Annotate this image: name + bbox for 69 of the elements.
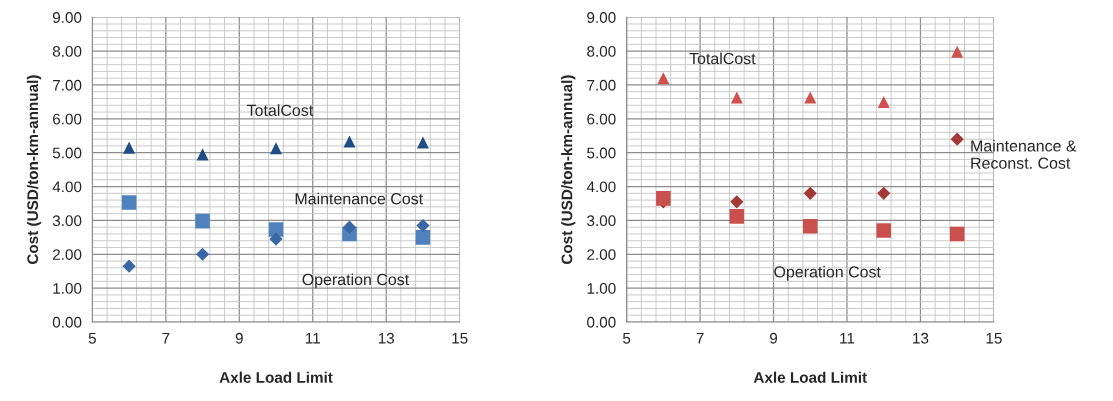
x-tick-label: 9 bbox=[770, 332, 778, 344]
point bbox=[416, 218, 430, 233]
y-tick-label: 4.00 bbox=[52, 181, 82, 193]
x-tick-label: 13 bbox=[378, 332, 395, 344]
y-tick-label: 0.00 bbox=[587, 316, 616, 328]
point bbox=[121, 195, 137, 210]
y-tick-label: 1.00 bbox=[587, 283, 616, 294]
y-axis-title: Cost (USD/ton-km-annual) bbox=[26, 75, 42, 265]
x-tick-label: 5 bbox=[88, 332, 96, 344]
y-tick-label: 3.00 bbox=[52, 215, 82, 227]
point bbox=[730, 91, 743, 104]
x-tick-label: 7 bbox=[162, 332, 170, 344]
x-tick-label: 15 bbox=[986, 332, 1002, 344]
point bbox=[196, 148, 209, 161]
y-tick-label: 9.00 bbox=[52, 12, 82, 23]
y-tick-label: 3.00 bbox=[587, 215, 616, 227]
point bbox=[122, 259, 136, 273]
y-tick-label: 6.00 bbox=[53, 113, 82, 125]
y-tick-label: 0.00 bbox=[52, 316, 82, 328]
y-tick-label: 5.00 bbox=[587, 147, 616, 159]
x-tick-label: 11 bbox=[840, 332, 855, 344]
point bbox=[195, 213, 210, 229]
point bbox=[951, 45, 964, 58]
x-tick-label: 7 bbox=[696, 332, 704, 344]
x-tick-label: 13 bbox=[913, 332, 929, 344]
series-label: Operation Cost bbox=[774, 265, 881, 281]
text: TotalCost bbox=[247, 104, 314, 117]
point bbox=[269, 232, 283, 246]
series-label: TotalCost bbox=[689, 52, 756, 65]
point bbox=[876, 223, 892, 238]
x-tick-label: 5 bbox=[622, 332, 631, 344]
point bbox=[123, 141, 136, 154]
y-tick-label: 8.00 bbox=[52, 45, 82, 57]
point bbox=[729, 209, 745, 224]
point bbox=[949, 226, 965, 242]
x-axis-title: Axle Load Limit bbox=[753, 371, 867, 383]
series-label: Maintenance & Reconst. Cost bbox=[971, 139, 1077, 169]
y-tick-label: 8.00 bbox=[587, 45, 616, 57]
x-tick-label: 15 bbox=[452, 332, 468, 344]
point bbox=[802, 218, 818, 234]
point bbox=[657, 72, 670, 85]
series-label: Maintenance Cost bbox=[295, 192, 424, 205]
point bbox=[195, 247, 210, 261]
point bbox=[415, 230, 431, 245]
y-tick-label: 2.00 bbox=[53, 249, 82, 260]
point bbox=[804, 91, 817, 104]
y-tick-label: 4.00 bbox=[586, 181, 616, 193]
x-tick-label: 9 bbox=[235, 332, 243, 344]
point bbox=[416, 136, 429, 149]
y-axis-title: Cost (USD/ton-km-annual) bbox=[561, 75, 576, 265]
y-tick-label: 1.00 bbox=[53, 283, 82, 294]
y-tick-label: 2.00 bbox=[587, 249, 616, 260]
y-tick-label: 9.00 bbox=[587, 12, 616, 23]
point bbox=[343, 135, 356, 148]
point bbox=[270, 142, 283, 155]
point bbox=[803, 186, 817, 200]
point bbox=[656, 191, 671, 206]
series-label: Operation Cost bbox=[302, 273, 410, 289]
point bbox=[342, 220, 357, 234]
point bbox=[877, 95, 890, 108]
point bbox=[877, 186, 891, 200]
point bbox=[950, 132, 964, 146]
y-tick-label: 7.00 bbox=[53, 79, 82, 91]
x-tick-label: 11 bbox=[305, 332, 320, 344]
y-tick-label: 6.00 bbox=[587, 113, 616, 125]
y-tick-label: 7.00 bbox=[587, 79, 616, 91]
x-axis-title: Axle Load Limit bbox=[219, 371, 333, 383]
y-tick-label: 5.00 bbox=[52, 147, 82, 159]
point bbox=[730, 195, 744, 209]
